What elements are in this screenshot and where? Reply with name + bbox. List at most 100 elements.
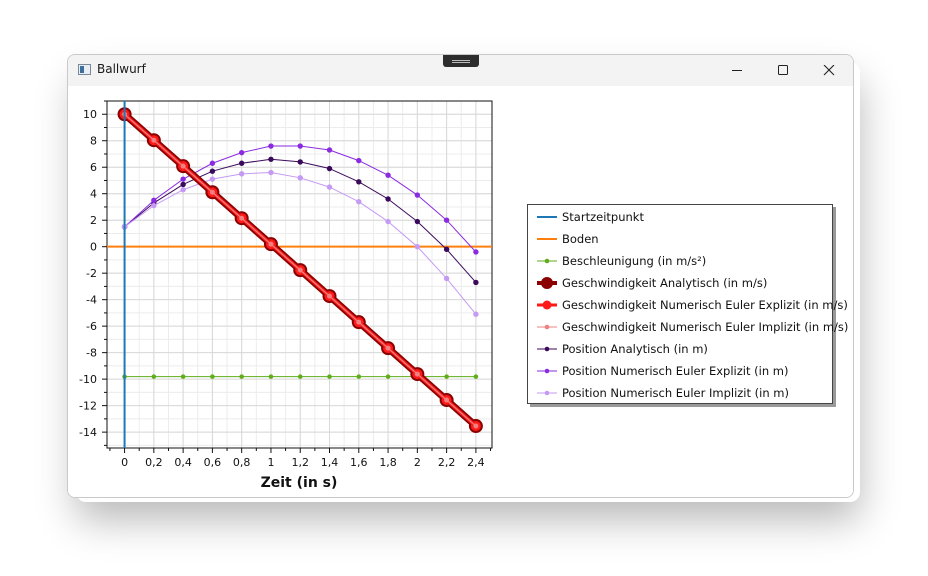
- legend-swatch-marker: [542, 300, 552, 310]
- data-point: [385, 218, 391, 225]
- data-point: [209, 189, 215, 195]
- series: [107, 101, 492, 448]
- y-tick-label: 0: [90, 241, 97, 254]
- data-point: [443, 275, 450, 282]
- data-point: [180, 163, 186, 169]
- data-point: [209, 168, 216, 174]
- legend-label: Geschwindigkeit Analytisch (in m/s): [562, 276, 768, 290]
- legend-item: Startzeitpunkt: [536, 208, 836, 226]
- data-point: [443, 246, 450, 253]
- close-button[interactable]: [806, 55, 852, 86]
- data-point: [327, 293, 333, 299]
- y-tick-label: 8: [90, 135, 97, 148]
- x-tick-label: 2,4: [467, 456, 485, 469]
- legend-item: Geschwindigkeit Numerisch Euler Implizit…: [536, 318, 848, 336]
- data-point: [297, 175, 303, 181]
- legend-swatch-marker: [541, 277, 553, 289]
- data-point: [473, 311, 479, 317]
- minimize-icon: [732, 70, 742, 71]
- legend: Startzeitpunkt Boden Beschleunigung (in m/…: [527, 204, 848, 404]
- x-tick-label: 2: [414, 456, 421, 469]
- y-tick-label: 10: [83, 108, 97, 121]
- x-tick-label: 1,4: [321, 456, 339, 469]
- x-tick-label: 0,6: [204, 456, 222, 469]
- legend-label: Geschwindigkeit Numerisch Euler Implizit…: [562, 320, 849, 334]
- legend-label: Geschwindigkeit Numerisch Euler Explizit…: [562, 298, 848, 312]
- data-point: [180, 181, 186, 188]
- title-bar[interactable]: Ballwurf: [68, 55, 853, 86]
- legend-item: Geschwindigkeit Numerisch Euler Explizit…: [536, 296, 848, 314]
- legend-swatch-marker: [544, 368, 550, 374]
- axes: 0 0,2 0,4 0,6 0,8 1 1,2 1,4 1,6 1,8 2 2,2 2,4 10 8 6 4 2 0…: [79, 100, 493, 469]
- y-tick-label: -12: [79, 400, 97, 413]
- legend-label: Position Analytisch (in m): [562, 342, 708, 356]
- x-tick-label: 0,2: [145, 456, 163, 469]
- y-tick-label: -2: [86, 267, 97, 280]
- legend-swatch: [537, 390, 557, 396]
- x-tick-label: 0,4: [174, 456, 192, 469]
- legend-swatch-marker: [544, 258, 550, 264]
- data-point: [238, 171, 245, 177]
- data-point: [414, 371, 420, 377]
- minimize-button[interactable]: [714, 55, 760, 86]
- data-point: [385, 196, 391, 202]
- y-tick-label: -10: [79, 373, 97, 386]
- x-axis-title: Zeit (in s): [261, 475, 338, 491]
- app-window: Ballwurf 0 0,2 0,4 0,6 0,8 1 1,2 1,4 1,6 1,8 2 2,2 2…: [67, 54, 854, 498]
- data-point: [297, 159, 303, 165]
- data-point: [180, 176, 186, 182]
- data-point: [268, 143, 274, 149]
- x-tick-label: 1,6: [350, 456, 368, 469]
- data-point: [443, 217, 450, 223]
- data-point: [356, 179, 362, 185]
- legend-item: Position Numerisch Euler Explizit (in m): [536, 362, 836, 380]
- data-point: [238, 149, 245, 156]
- legend-swatch: [537, 238, 557, 240]
- data-point: [385, 374, 391, 379]
- data-point: [444, 397, 450, 403]
- window-title: Ballwurf: [97, 62, 146, 76]
- data-point: [268, 156, 274, 162]
- legend-swatch-marker: [544, 390, 550, 396]
- data-point: [151, 374, 157, 379]
- data-point: [209, 160, 216, 166]
- data-point: [327, 374, 332, 379]
- legend-item: Boden: [536, 230, 836, 248]
- data-point: [473, 249, 479, 255]
- data-point: [239, 374, 244, 379]
- data-point: [356, 374, 362, 379]
- data-point: [473, 423, 479, 429]
- data-point: [414, 218, 421, 225]
- data-point: [414, 192, 421, 198]
- data-point: [473, 279, 479, 286]
- legend-label: Position Numerisch Euler Implizit (in m): [562, 386, 789, 400]
- legend-label: Beschleunigung (in m/s²): [562, 254, 707, 268]
- close-icon: [823, 65, 835, 76]
- legend-swatch: [537, 300, 557, 310]
- line-chart: 0 0,2 0,4 0,6 0,8 1 1,2 1,4 1,6 1,8 2 2,2 2,4 10 8 6 4 2 0…: [79, 100, 493, 491]
- maximize-button[interactable]: [760, 55, 806, 86]
- data-point: [239, 215, 245, 221]
- data-point: [444, 374, 449, 379]
- chart-area: 0 0,2 0,4 0,6 0,8 1 1,2 1,4 1,6 1,8 2 2,2 2,4 10 8 6 4 2 0…: [68, 86, 853, 497]
- x-tick-label: 1: [267, 456, 274, 469]
- data-point: [151, 137, 157, 143]
- data-point: [238, 160, 245, 166]
- data-point: [268, 169, 274, 176]
- legend-item: Beschleunigung (in m/s²): [536, 252, 836, 270]
- data-point: [326, 147, 333, 153]
- data-point: [297, 267, 303, 273]
- data-point: [326, 165, 333, 172]
- data-point: [297, 374, 303, 379]
- data-point: [210, 374, 215, 379]
- drag-handle-icon[interactable]: [443, 55, 479, 67]
- data-point: [297, 143, 303, 149]
- x-tick-label: 1,2: [291, 456, 309, 469]
- y-tick-label: -8: [86, 347, 97, 360]
- legend-swatch: [537, 258, 557, 264]
- y-tick-label: 6: [90, 161, 97, 174]
- plot-border: [106, 100, 493, 449]
- data-point: [356, 319, 362, 325]
- x-tick-label: 0: [121, 456, 128, 469]
- app-icon: [78, 64, 91, 75]
